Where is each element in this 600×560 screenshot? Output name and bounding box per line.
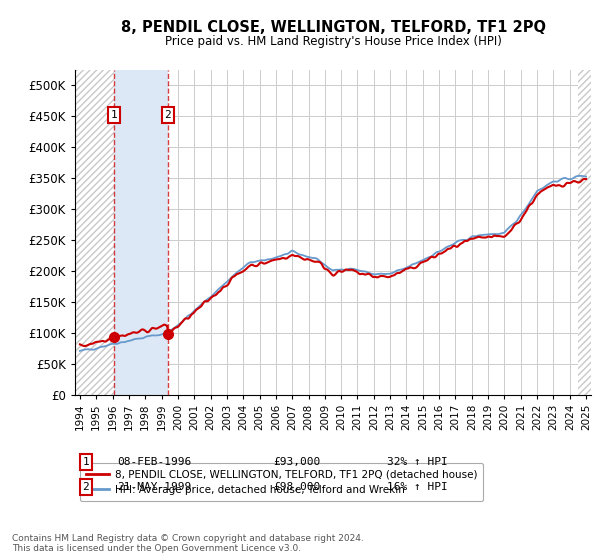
Text: 8, PENDIL CLOSE, WELLINGTON, TELFORD, TF1 2PQ: 8, PENDIL CLOSE, WELLINGTON, TELFORD, TF… <box>121 20 545 35</box>
Bar <box>75 70 114 395</box>
Text: 16% ↑ HPI: 16% ↑ HPI <box>387 482 448 492</box>
Text: 21-MAY-1999: 21-MAY-1999 <box>117 482 191 492</box>
Text: 1: 1 <box>111 110 118 120</box>
Text: 08-FEB-1996: 08-FEB-1996 <box>117 457 191 467</box>
Bar <box>578 70 591 395</box>
Text: 2: 2 <box>82 482 89 492</box>
Text: Price paid vs. HM Land Registry's House Price Index (HPI): Price paid vs. HM Land Registry's House … <box>164 35 502 48</box>
Text: 1: 1 <box>82 457 89 467</box>
Text: Contains HM Land Registry data © Crown copyright and database right 2024.
This d: Contains HM Land Registry data © Crown c… <box>12 534 364 553</box>
Text: £93,000: £93,000 <box>273 457 320 467</box>
Bar <box>114 70 168 395</box>
Legend: 8, PENDIL CLOSE, WELLINGTON, TELFORD, TF1 2PQ (detached house), HPI: Average pri: 8, PENDIL CLOSE, WELLINGTON, TELFORD, TF… <box>80 463 484 501</box>
Text: £98,000: £98,000 <box>273 482 320 492</box>
Text: 32% ↑ HPI: 32% ↑ HPI <box>387 457 448 467</box>
Text: 2: 2 <box>164 110 171 120</box>
